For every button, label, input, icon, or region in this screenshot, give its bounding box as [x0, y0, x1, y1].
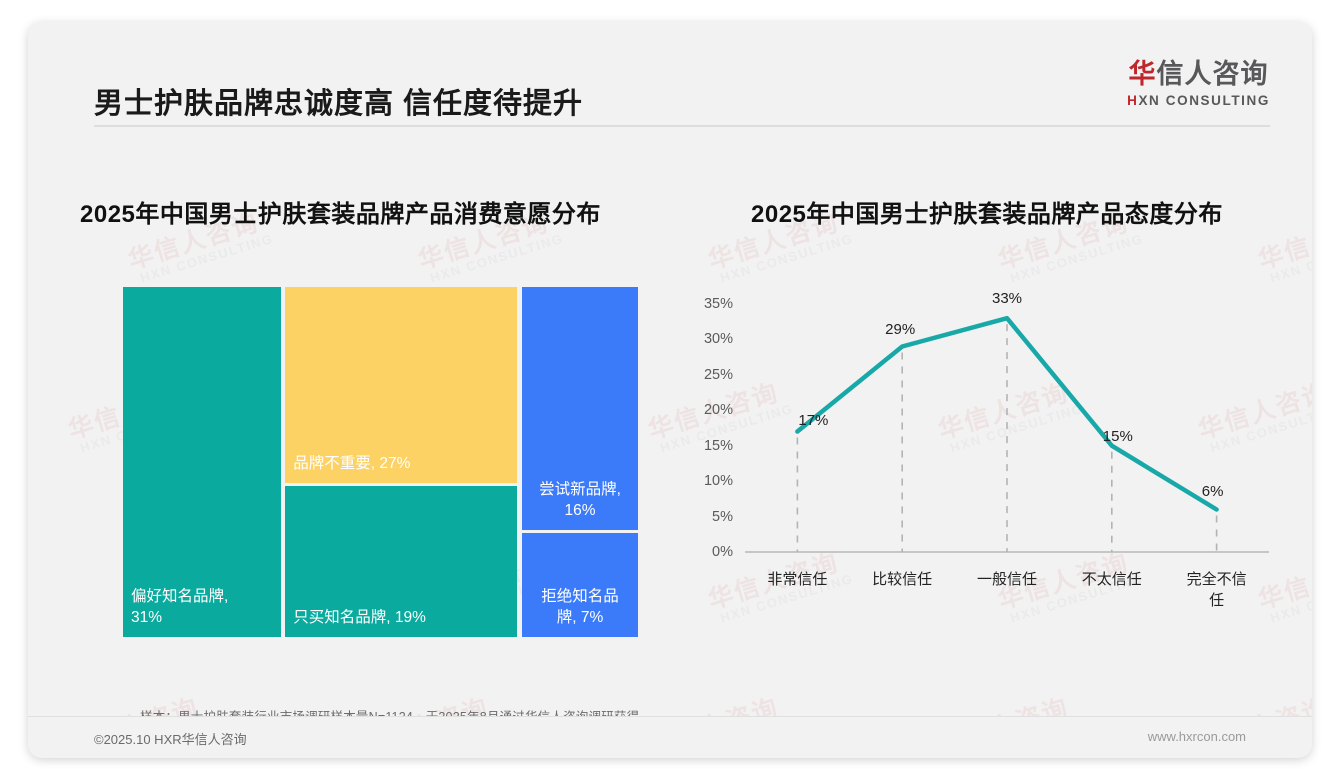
watermark-chinese: 华信人咨询 — [1255, 208, 1312, 275]
treemap-cell[interactable]: 尝试新品牌, 16% — [522, 287, 638, 530]
treemap-cell-label: 偏好知名品牌, 31% — [131, 587, 273, 629]
copyright-text: ©2025.10 HXR华信人咨询 — [94, 732, 247, 747]
y-axis-tick-label: 25% — [703, 366, 733, 383]
treemap-cell-name: 偏好知名品牌, — [131, 588, 229, 606]
treemap-cell-label: 只买知名品牌, 19% — [293, 608, 509, 629]
page-title: 男士护肤品牌忠诚度高 信任度待提升 — [94, 88, 584, 120]
treemap-cell-value: 31% — [131, 609, 163, 627]
y-axis-tick-label: 20% — [703, 402, 733, 419]
treemap-cell-name: 拒绝知名品 — [541, 588, 619, 606]
company-logo: 华信人咨询 HXN CONSULTING — [1127, 59, 1270, 108]
treemap-cell-name: 只买知名品牌, 19% — [293, 609, 426, 627]
treemap-cell[interactable]: 拒绝知名品牌, 7% — [522, 532, 638, 637]
treemap-cell-label: 拒绝知名品牌, 7% — [530, 587, 630, 629]
treemap-cell-value: 牌, 7% — [556, 609, 604, 627]
logo-en-h: H — [1127, 92, 1139, 108]
x-axis-tick-label: 非常信任 — [767, 571, 828, 588]
treemap-cell[interactable]: 偏好知名品牌, 31% — [123, 287, 282, 637]
logo-en-rest: XN CONSULTING — [1138, 92, 1270, 108]
y-axis-tick-label: 30% — [703, 331, 733, 348]
line-series[interactable] — [795, 315, 1219, 512]
y-axis-tick-label: 5% — [712, 508, 733, 525]
watermark-english: HXN CONSULTING — [428, 230, 566, 286]
line-chart-svg — [745, 315, 1269, 553]
treemap-cell-name: 尝试新品牌, — [539, 480, 621, 498]
right-chart-title: 2025年中国男士护肤套装品牌产品态度分布 — [751, 201, 1223, 228]
footer-bar: ©2025.10 HXR华信人咨询 www.hxrcon.com — [28, 716, 1312, 758]
watermark-english: HXN CONSULTING — [1268, 230, 1312, 286]
data-point-label: 6% — [1201, 483, 1224, 501]
y-axis-tick-label: 35% — [703, 296, 733, 312]
x-axis-tick-label: 不太信任 — [1081, 571, 1142, 588]
treemap-cell-name: 品牌不重要, 27% — [293, 454, 411, 472]
y-axis-tick-label: 10% — [703, 473, 733, 490]
website-link[interactable]: www.hxrcon.com — [1147, 729, 1246, 744]
data-point-label: 15% — [1102, 427, 1133, 445]
y-axis-tick-label: 15% — [703, 437, 733, 454]
header-divider — [94, 125, 1270, 127]
x-axis-tick-label: 一般信任 — [976, 571, 1038, 588]
consumption-willingness-treemap: 偏好知名品牌, 31% 品牌不重要, 27% 只买知名品牌, 19% 尝试新品牌, 16%… — [123, 287, 638, 637]
watermark-english: HXN CONSULTING — [718, 230, 856, 286]
left-chart-title: 2025年中国男士护肤套装品牌产品消费意愿分布 — [80, 201, 601, 228]
logo-chars-rest: 信人咨询 — [1156, 59, 1269, 89]
y-axis-tick-label: 0% — [712, 544, 733, 560]
x-axis-tick-label: 完全不信任 — [1186, 571, 1247, 609]
watermark-english: HXN CONSULTING — [138, 230, 276, 286]
treemap-cell-value: 16% — [564, 501, 596, 519]
data-point-label: 33% — [991, 290, 1023, 308]
brand-attitude-line-chart: 0% 5% 10% 15% 20% 25% 30% 35% 非常信任 比较信任 一般信任 不太信任 完全… — [683, 284, 1283, 614]
treemap-cell[interactable]: 只买知名品牌, 19% — [285, 485, 517, 637]
data-point-label: 29% — [885, 320, 916, 338]
logo-chinese: 华信人咨询 — [1127, 59, 1270, 90]
watermark-english: HXN CONSULTING — [1008, 230, 1146, 286]
treemap-cell-label: 尝试新品牌, 16% — [530, 480, 630, 522]
x-axis-tick-label: 比较信任 — [872, 571, 933, 588]
logo-char-hua: 华 — [1128, 59, 1157, 89]
slide-header: 男士护肤品牌忠诚度高 信任度待提升 华信人咨询 HXN CONSULTING — [28, 22, 1312, 126]
slide: 华信人咨询 HXN CONSULTING 华信人咨询 HXN CONSULTING 华信… — [28, 22, 1312, 758]
data-point-label: 17% — [798, 411, 829, 429]
treemap-cell-label: 品牌不重要, 27% — [293, 454, 509, 475]
logo-english: HXN CONSULTING — [1127, 93, 1270, 108]
treemap-cell[interactable]: 品牌不重要, 27% — [285, 287, 517, 483]
